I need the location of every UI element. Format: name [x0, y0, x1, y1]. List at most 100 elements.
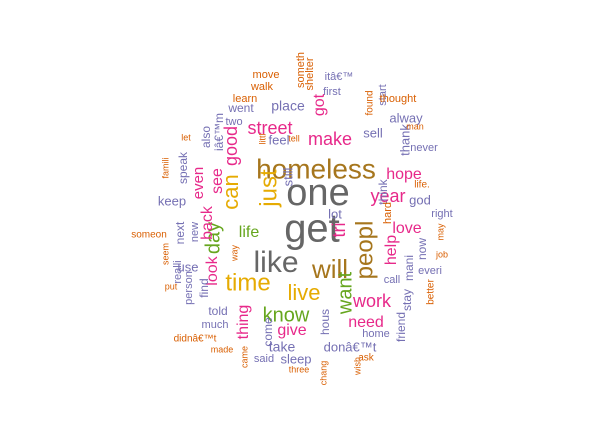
word-66: much	[202, 319, 229, 331]
word-56: iâ€™m	[212, 113, 226, 151]
word-43: sleep	[280, 351, 311, 366]
word-49: told	[208, 304, 227, 318]
word-28: back	[199, 205, 216, 240]
word-62: new	[189, 222, 201, 242]
word-36: god	[409, 192, 431, 207]
word-68: said	[254, 353, 274, 365]
word-77: someth	[295, 52, 307, 88]
word-91: three	[289, 364, 310, 374]
word-17: work	[352, 291, 392, 311]
word-87: put	[165, 281, 178, 291]
word-15: make	[308, 129, 352, 149]
word-4: like	[253, 246, 298, 279]
word-86: seem	[160, 243, 170, 265]
word-75: walk	[250, 81, 274, 93]
word-32: take	[269, 339, 296, 355]
word-13: day	[202, 222, 224, 254]
word-40: use	[178, 259, 199, 274]
word-96: let	[181, 132, 191, 142]
word-59: first	[323, 86, 341, 98]
word-55: think	[376, 178, 390, 204]
word-51: mani	[402, 255, 416, 281]
word-65: person	[183, 271, 195, 305]
word-34: keep	[158, 193, 186, 208]
word-18: good	[221, 126, 241, 166]
word-46: hous	[318, 309, 332, 335]
word-5: will	[311, 254, 348, 284]
word-19: tri	[329, 223, 349, 238]
word-71: never	[410, 142, 438, 154]
word-100: way	[229, 245, 239, 263]
word-10: live	[287, 280, 320, 305]
word-8: time	[225, 269, 270, 296]
word-99: littl	[257, 134, 267, 145]
word-2: one	[286, 172, 349, 214]
word-83: job	[435, 249, 448, 259]
word-81: life.	[414, 180, 430, 191]
word-39: thank	[397, 124, 412, 156]
word-64: two	[225, 116, 242, 128]
word-89: made	[211, 344, 234, 354]
word-31: even	[190, 167, 207, 200]
word-98: tell	[288, 133, 300, 143]
word-53: went	[227, 101, 254, 115]
word-20: help	[383, 235, 400, 265]
word-92: chang	[318, 361, 328, 386]
word-97: famili	[160, 157, 170, 178]
word-47: stay	[400, 289, 414, 311]
word-88: didnâ€™t	[174, 334, 217, 345]
word-9: can	[218, 174, 243, 209]
word-61: call	[384, 274, 401, 286]
word-27: look	[204, 255, 221, 285]
word-78: shelter	[304, 57, 316, 90]
word-1: get	[284, 207, 340, 251]
word-79: thought	[380, 93, 417, 105]
word-69: home	[362, 328, 390, 340]
word-22: hope	[386, 166, 422, 183]
word-12: want	[334, 271, 356, 315]
word-33: place	[271, 98, 305, 114]
word-73: hard	[382, 202, 394, 224]
word-94: wish	[352, 357, 362, 376]
word-70: everi	[418, 265, 442, 277]
word-50: find	[197, 278, 211, 297]
word-45: come	[261, 317, 275, 347]
word-72: itâ€™	[325, 71, 354, 83]
word-76: move	[253, 69, 280, 81]
word-90: came	[239, 346, 249, 368]
word-38: alway	[389, 110, 423, 125]
word-25: need	[348, 314, 384, 331]
word-74: learn	[233, 93, 257, 105]
word-37: feel	[269, 132, 290, 147]
word-80: found	[365, 90, 376, 115]
word-63: right	[431, 208, 452, 220]
word-44: donâ€™t	[324, 339, 377, 354]
word-95: man	[406, 121, 424, 131]
word-54: friend	[394, 312, 408, 342]
word-26: give	[277, 322, 306, 339]
word-48: now	[415, 238, 429, 260]
word-29: thing	[235, 305, 252, 340]
word-7: just	[255, 169, 282, 208]
word-14: year	[370, 186, 405, 206]
word-58: also	[199, 126, 213, 148]
word-57: next	[173, 221, 187, 244]
word-93: ask	[358, 353, 375, 364]
word-52: speak	[176, 151, 190, 184]
word-67: realli	[172, 260, 184, 283]
word-42: still	[280, 168, 295, 187]
word-21: life	[239, 224, 260, 241]
word-11: know	[263, 304, 310, 326]
word-85: someon	[131, 230, 167, 241]
word-6: peopl	[351, 221, 378, 280]
word-3: homeless	[256, 153, 376, 184]
word-84: better	[426, 279, 437, 305]
word-41: lot	[328, 206, 342, 221]
word-30: got	[311, 93, 328, 116]
word-82: may	[435, 223, 445, 241]
word-16: street	[247, 118, 292, 138]
word-24: see	[209, 168, 226, 194]
word-23: love	[392, 220, 421, 237]
word-60: start	[377, 84, 389, 105]
